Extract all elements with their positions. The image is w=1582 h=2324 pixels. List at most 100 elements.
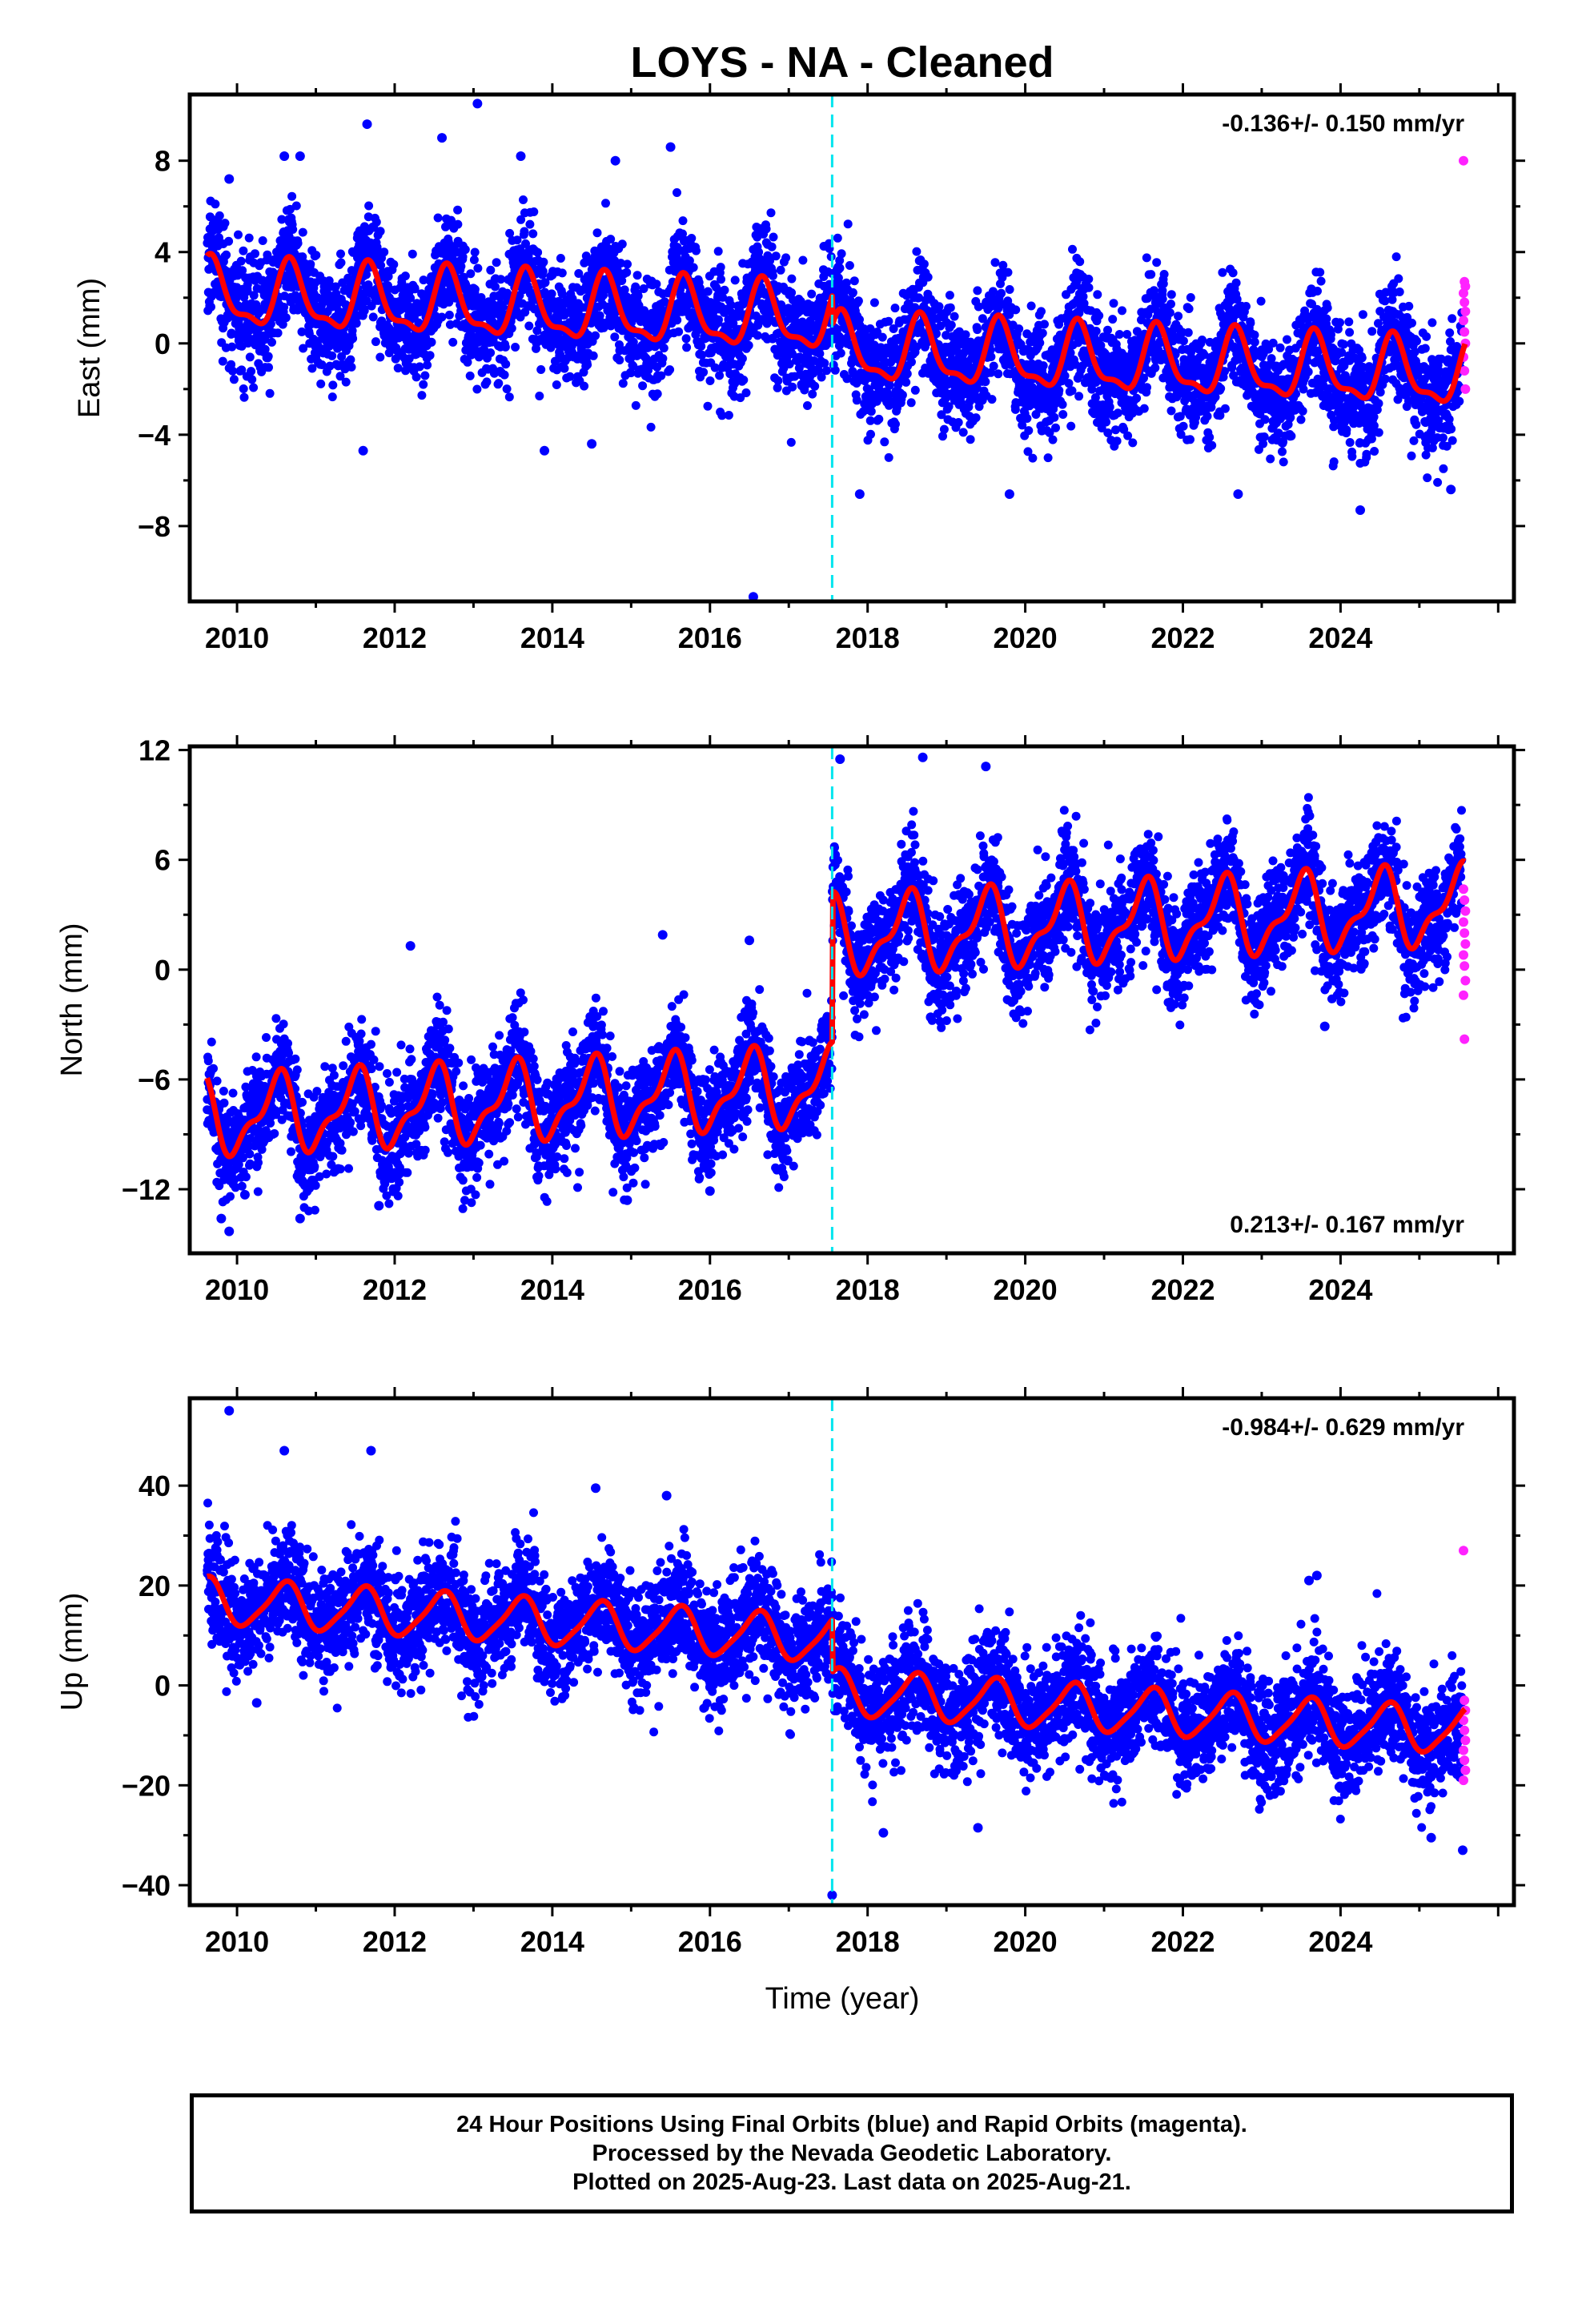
rapid-orbit-point	[1460, 366, 1470, 376]
outlier-point	[665, 142, 676, 152]
outlier-point	[405, 941, 416, 951]
north-panel: 2010 2012 2014 2016 2018 2020 2022 2024 −12 −6 0 6 1…	[55, 734, 1525, 1306]
y-axis-label-up: Up (mm)	[55, 1593, 89, 1711]
outlier-point	[587, 439, 597, 449]
outlier-point	[610, 155, 620, 166]
x-tick-label: 2024	[1308, 1925, 1372, 1958]
footer-box: 24 Hour Positions Using Final Orbits (bl…	[190, 2093, 1514, 2213]
rapid-orbit-point	[1458, 990, 1468, 1000]
outlier-point	[973, 1823, 983, 1833]
outlier-point	[216, 1213, 227, 1224]
x-tick-label: 2012	[363, 1273, 427, 1306]
rapid-orbit-point	[1460, 961, 1470, 971]
x-tick-label: 2024	[1308, 1273, 1372, 1306]
outlier-point	[366, 1445, 376, 1456]
rapid-orbit-point	[1460, 1725, 1470, 1735]
rapid-orbit-point	[1460, 895, 1470, 905]
x-tick-label: 2022	[1150, 1273, 1215, 1306]
rapid-orbit-points	[1458, 884, 1471, 1044]
rapid-orbit-point	[1458, 1775, 1468, 1786]
x-tick-label: 2010	[205, 1273, 269, 1306]
outlier-point	[917, 752, 928, 762]
rapid-orbit-point	[1458, 1546, 1468, 1556]
outlier-point	[516, 151, 526, 161]
y-axis	[179, 749, 1525, 1191]
outlier-point	[224, 1226, 235, 1236]
outlier-point	[981, 762, 991, 772]
y-axis	[179, 1484, 1525, 1887]
outlier-point	[827, 1890, 837, 1900]
outlier-point	[926, 1012, 936, 1023]
final-orbit-points	[203, 99, 1467, 601]
rapid-orbit-points	[1458, 1546, 1471, 1786]
rapid-orbit-point	[1460, 1695, 1470, 1706]
x-tick-label: 2022	[1150, 1925, 1215, 1958]
x-tick-label: 2018	[836, 621, 900, 654]
y-tick-label: 4	[155, 236, 171, 269]
model-fit-line	[205, 1573, 1468, 1755]
outlier-point	[1458, 1845, 1468, 1856]
outlier-point	[1319, 1021, 1330, 1031]
y-axis-label-north: North (mm)	[55, 923, 89, 1076]
x-axis	[235, 1387, 1500, 1916]
x-tick-label: 2014	[520, 1273, 584, 1306]
x-tick-label: 2014	[520, 1925, 584, 1958]
model-fit-line	[204, 251, 1468, 404]
outlier-point	[279, 151, 290, 161]
rapid-orbit-point	[1460, 306, 1471, 316]
rapid-orbit-point	[1460, 928, 1470, 939]
rapid-orbit-point	[1460, 327, 1470, 337]
rapid-orbit-point	[1460, 1735, 1471, 1746]
up-panel: 2010 2012 2014 2016 2018 2020 2022 2024 −40 −20 0 2…	[55, 1387, 1525, 1958]
footer-line-plotted: Plotted on 2025-Aug-23. Last data on 202…	[572, 2169, 1131, 2195]
outlier-point	[622, 1195, 632, 1205]
outlier-point	[1446, 485, 1456, 495]
x-tick-label: 2020	[994, 1925, 1058, 1958]
model-fit-line	[204, 858, 1468, 1160]
velocity-rate-label: 0.213+/- 0.167 mm/yr	[1230, 1212, 1464, 1238]
x-tick-label: 2020	[994, 621, 1058, 654]
outlier-point	[657, 930, 668, 940]
rapid-orbit-point	[1458, 1745, 1468, 1755]
outlier-point	[224, 1405, 235, 1416]
outlier-point	[745, 935, 755, 946]
rapid-orbit-point	[1458, 917, 1468, 927]
y-tick-label: 0	[155, 1670, 171, 1703]
outlier-point	[1004, 489, 1014, 499]
rapid-orbit-point	[1460, 1755, 1470, 1766]
footer-line-processed: Processed by the Nevada Geodetic Laborat…	[592, 2141, 1112, 2166]
x-tick-label: 2022	[1150, 621, 1215, 654]
outlier-point	[1355, 505, 1366, 515]
rapid-orbit-point	[1458, 884, 1468, 895]
y-tick-label: 20	[139, 1570, 171, 1602]
y-tick-label: −40	[122, 1869, 171, 1902]
outlier-point	[374, 1200, 384, 1211]
outlier-point	[1311, 1570, 1322, 1581]
velocity-rate-label: -0.136+/- 0.150 mm/yr	[1222, 111, 1464, 137]
rapid-orbit-point	[1460, 384, 1471, 394]
y-tick-label: −8	[138, 510, 171, 543]
x-axis-label: Time (year)	[765, 1982, 920, 2016]
outlier-point	[705, 1186, 715, 1196]
outlier-point	[437, 133, 448, 143]
plot-frame	[187, 744, 1516, 1256]
x-axis	[235, 735, 1500, 1265]
final-orbit-point-cloud	[203, 188, 1467, 487]
y-tick-label: 40	[139, 1470, 171, 1502]
plot-frame	[187, 1396, 1516, 1908]
y-axis-label-east: East (mm)	[73, 278, 106, 418]
x-tick-label: 2010	[205, 621, 269, 654]
outlier-point	[1304, 1575, 1315, 1586]
outlier-point	[239, 1189, 250, 1200]
outlier-point	[748, 592, 758, 601]
outlier-point	[661, 1490, 672, 1501]
y-tick-label: −12	[122, 1173, 171, 1206]
outlier-point	[854, 489, 865, 499]
outlier-point	[1233, 489, 1243, 499]
rapid-orbit-point	[1458, 950, 1468, 960]
y-axis	[179, 159, 1525, 528]
x-axis	[235, 83, 1500, 613]
y-tick-label: 0	[155, 328, 171, 360]
x-tick-label: 2018	[836, 1273, 900, 1306]
